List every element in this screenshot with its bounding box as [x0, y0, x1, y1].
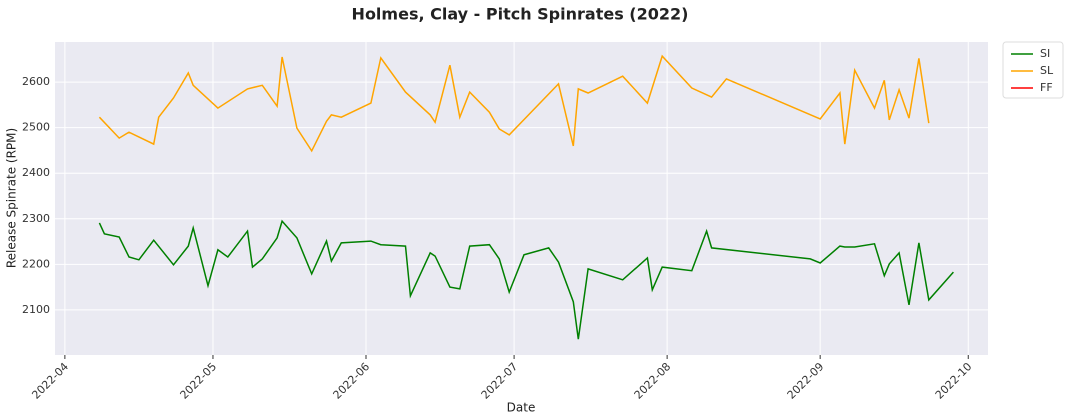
legend-label: SI [1040, 47, 1050, 60]
legend-label: FF [1040, 81, 1053, 94]
y-tick-label: 2400 [22, 166, 50, 179]
legend-box [1002, 41, 1064, 99]
series-line [98, 219, 954, 340]
x-tick-label: 2022-10 [933, 360, 975, 402]
legend-label: SL [1040, 64, 1054, 77]
x-tick-label: 2022-09 [785, 360, 827, 402]
x-tick-label: 2022-04 [29, 360, 71, 402]
legend: SI SL FF [1002, 41, 1064, 99]
x-tick-label: 2022-07 [479, 360, 521, 402]
y-tick-label: 2200 [22, 257, 50, 270]
x-tick-label: 2022-05 [178, 360, 220, 402]
series-line [98, 54, 930, 153]
y-tick-label: 2600 [22, 75, 50, 88]
x-tick-label: 2022-06 [331, 360, 373, 402]
x-tick-label: 2022-08 [632, 360, 674, 402]
plot-area [55, 42, 988, 355]
chart-title: Holmes, Clay - Pitch Spinrates (2022) [352, 5, 689, 24]
y-tick-label: 2300 [22, 212, 50, 225]
x-axis-label: Date [507, 401, 536, 415]
y-tick-label: 2100 [22, 303, 50, 316]
y-axis-label: Release Spinrate (RPM) [5, 128, 19, 268]
y-tick-label: 2500 [22, 121, 50, 134]
